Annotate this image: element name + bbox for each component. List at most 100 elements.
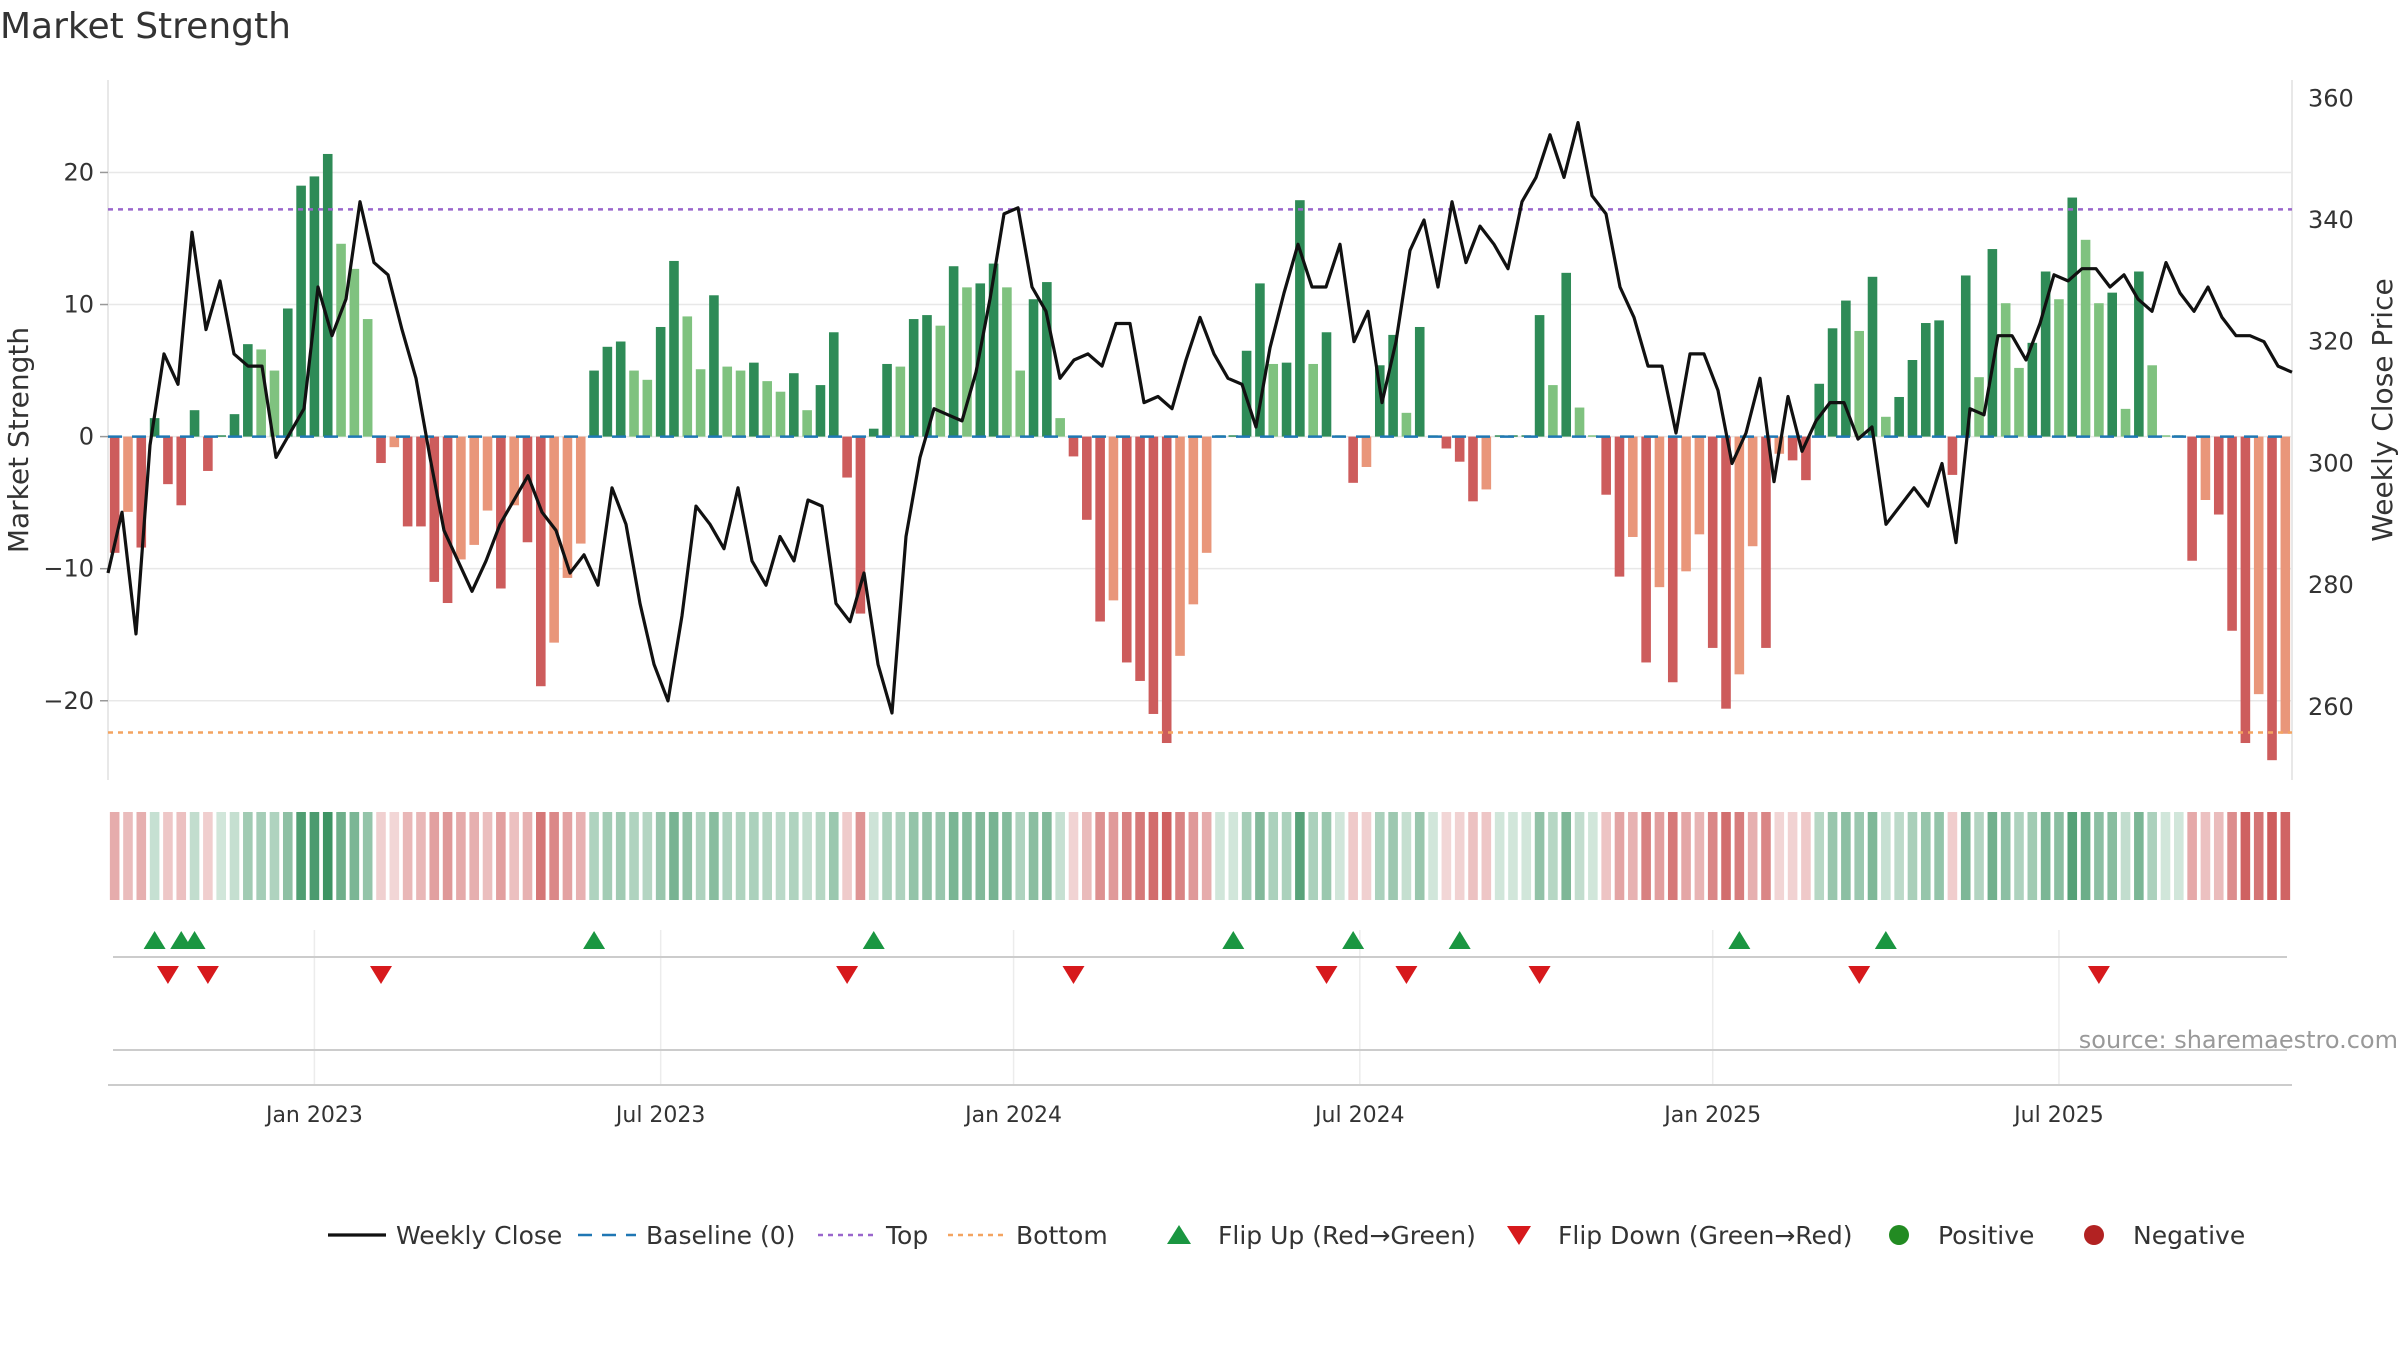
heat-strip-cell xyxy=(2107,812,2118,900)
heat-strip-cell xyxy=(1241,812,1252,900)
heat-strip-cell xyxy=(123,812,133,900)
legend-swatch-flip-down xyxy=(1507,1226,1531,1245)
heat-strip-cell xyxy=(1508,812,1518,900)
strength-bar xyxy=(1667,436,1678,683)
heat-strip-cell xyxy=(189,812,200,900)
date-label: Jan 2025 xyxy=(1662,1103,1761,1128)
strength-bar xyxy=(163,436,173,485)
heat-strip-cell xyxy=(536,812,546,900)
heat-strip-cell xyxy=(429,812,440,900)
heat-strip-cell xyxy=(469,812,480,900)
heat-strip-cell xyxy=(1374,812,1385,900)
strength-bar xyxy=(815,385,826,437)
heat-strip-cell xyxy=(629,812,639,900)
strength-bar xyxy=(1920,323,1931,437)
flip-up-marker xyxy=(1222,931,1245,949)
heat-strip-cell xyxy=(2240,812,2251,900)
strength-bar xyxy=(2054,299,2064,437)
heat-strip-cell xyxy=(1135,812,1145,900)
heat-strip-cell xyxy=(2014,812,2024,900)
left-tick-label: −10 xyxy=(43,555,94,583)
date-label: Jul 2025 xyxy=(2012,1103,2104,1128)
legend-item: Top xyxy=(818,1221,928,1250)
heat-strip-cell xyxy=(1747,812,1758,900)
strength-bar xyxy=(1934,320,1944,437)
heat-strip-cell xyxy=(336,812,346,900)
heat-strip-cell xyxy=(1161,812,1172,900)
strength-bar xyxy=(1268,363,1279,437)
strength-bar xyxy=(1388,334,1398,437)
strength-bar xyxy=(2067,197,2078,437)
strength-bar xyxy=(2253,436,2264,695)
heat-strip-cell xyxy=(1588,812,1598,900)
strength-bar xyxy=(1281,362,1292,437)
legend-item: Flip Up (Red→Green) xyxy=(1167,1221,1476,1250)
strength-bar xyxy=(988,263,999,437)
heat-strip-cell xyxy=(1454,812,1465,900)
right-tick-label: 360 xyxy=(2308,84,2354,112)
strength-bar xyxy=(496,436,506,589)
heat-strip-cell xyxy=(1308,812,1318,900)
strength-bar xyxy=(416,436,426,527)
flip-up-marker xyxy=(1448,931,1471,949)
strength-bar xyxy=(269,370,280,437)
right-axis-title: Weekly Close Price xyxy=(2366,278,2399,541)
strength-bar xyxy=(1002,287,1012,437)
heat-strip-cell xyxy=(1481,812,1492,900)
heat-strip-cell xyxy=(296,812,306,900)
heat-strip-cell xyxy=(562,812,573,900)
strength-bar xyxy=(1481,436,1492,490)
strength-bar xyxy=(1588,435,1598,437)
heat-strip-cell xyxy=(615,812,626,900)
flip-up-marker xyxy=(183,931,206,949)
heat-strip-cell xyxy=(2253,812,2264,900)
strength-bar xyxy=(1761,436,1771,648)
heat-strip-cell xyxy=(722,812,733,900)
date-label: Jan 2024 xyxy=(963,1103,1062,1128)
heat-strip-cell xyxy=(2227,812,2237,900)
legend-item: Bottom xyxy=(948,1221,1108,1250)
heat-strip-cell xyxy=(749,812,759,900)
heat-strip-cell xyxy=(1042,812,1052,900)
heat-strip-cell xyxy=(1761,812,1771,900)
flip-down-marker xyxy=(196,966,219,984)
strength-bar xyxy=(2187,436,2197,561)
strength-bar xyxy=(549,436,559,643)
right-tick-label: 340 xyxy=(2308,206,2354,234)
strength-bar xyxy=(1987,249,1998,437)
heat-strip-cell xyxy=(602,812,613,900)
heat-strip-cell xyxy=(1468,812,1478,900)
heat-strip-cell xyxy=(922,812,932,900)
flip-up-marker xyxy=(583,931,606,949)
strength-bar xyxy=(482,436,493,511)
heat-strip-cell xyxy=(1095,812,1105,900)
strength-bar xyxy=(282,308,293,437)
heat-strip-cell xyxy=(655,812,666,900)
strength-bar xyxy=(1454,436,1465,462)
heat-strip-cell xyxy=(695,812,706,900)
strength-bar xyxy=(2027,342,2038,437)
heat-strip-cell xyxy=(1721,812,1731,900)
strength-bar xyxy=(1188,436,1199,605)
heat-strip-cell xyxy=(709,812,719,900)
heat-strip-cell xyxy=(1774,812,1785,900)
flip-up-marker xyxy=(1874,931,1897,949)
strength-bar xyxy=(2040,271,2051,437)
right-tick-label: 280 xyxy=(2308,571,2354,599)
heat-strip-cell xyxy=(1614,812,1625,900)
heat-strip-cell xyxy=(1854,812,1864,900)
strength-bar xyxy=(2014,367,2024,437)
legend-item: Baseline (0) xyxy=(578,1221,795,1250)
strength-bar xyxy=(149,418,160,437)
heat-strip-cell xyxy=(1108,812,1119,900)
heat-strip-cell xyxy=(1641,812,1651,900)
heat-strip-cell xyxy=(1628,812,1638,900)
heat-strip-cell xyxy=(868,812,879,900)
left-tick-label: 10 xyxy=(63,291,94,319)
strength-bar xyxy=(509,436,519,506)
weekly-close-line xyxy=(106,121,2293,715)
strength-bar xyxy=(1841,300,1851,437)
flip-down-marker xyxy=(836,966,859,984)
strength-bar xyxy=(536,436,546,687)
strength-bar xyxy=(1374,365,1385,437)
